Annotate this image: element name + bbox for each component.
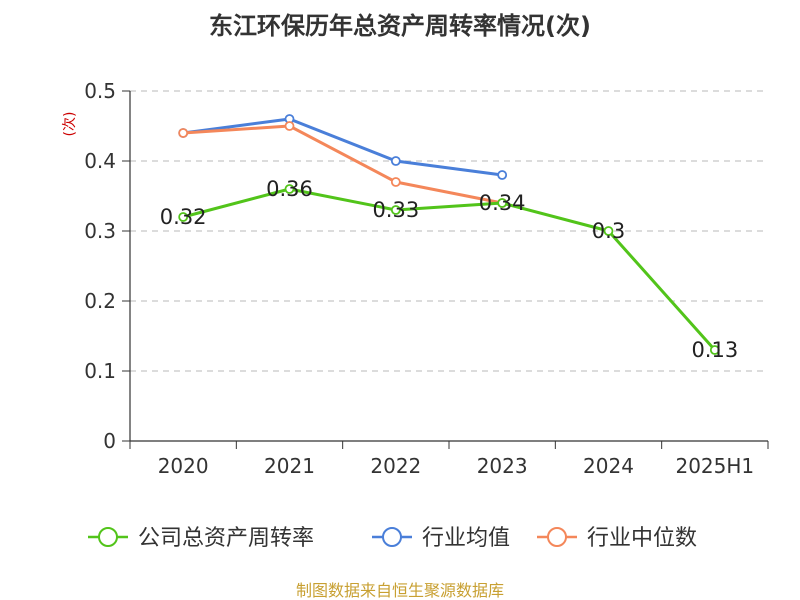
x-axis-ticks: 2020 2021 2022 2023 2024 2025H1 xyxy=(129,441,769,478)
legend-label: 行业均值 xyxy=(422,526,510,551)
y-tick-label: 0.5 xyxy=(84,79,116,103)
data-point xyxy=(497,198,508,208)
data-label: 0.32 xyxy=(160,205,207,229)
x-tick-label: 2025H1 xyxy=(675,454,754,478)
series-line xyxy=(182,187,716,351)
legend-marker xyxy=(98,527,118,547)
data-label: 0.34 xyxy=(479,191,526,215)
axes xyxy=(129,91,768,442)
y-tick-label: 0.3 xyxy=(84,219,116,243)
series-layer xyxy=(178,114,720,355)
legend-marker xyxy=(382,527,402,547)
data-label: 0.36 xyxy=(266,177,313,201)
legend: 公司总资产周转率 行业均值 行业中位数 xyxy=(88,526,697,551)
data-label: 0.33 xyxy=(372,198,419,222)
y-axis-label: (次) xyxy=(62,112,78,137)
data-point xyxy=(284,184,295,194)
data-point xyxy=(709,345,720,355)
y-tick-label: 0.1 xyxy=(84,359,116,383)
data-point xyxy=(390,177,401,187)
data-point xyxy=(390,156,401,166)
legend-marker xyxy=(547,527,567,547)
x-tick-label: 2023 xyxy=(477,454,528,478)
x-tick-label: 2021 xyxy=(264,454,315,478)
data-point xyxy=(390,205,401,215)
series-line xyxy=(182,117,503,177)
data-labels: 0.32 0.36 0.33 0.34 0.3 0.13 xyxy=(160,177,738,362)
x-tick-label: 2020 xyxy=(158,454,209,478)
data-point xyxy=(284,121,295,131)
y-axis-ticks: 0 0.1 0.2 0.3 0.4 0.5 xyxy=(84,79,130,453)
source-note: 制图数据来自恒生聚源数据库 xyxy=(296,581,504,600)
chart-title: 东江环保历年总资产周转率情况(次) xyxy=(209,12,591,40)
x-tick-label: 2022 xyxy=(370,454,421,478)
data-point xyxy=(497,170,508,180)
legend-label: 公司总资产周转率 xyxy=(138,526,314,551)
y-tick-label: 0.2 xyxy=(84,289,116,313)
legend-label: 行业中位数 xyxy=(587,526,697,551)
data-point xyxy=(178,128,189,138)
x-tick-label: 2024 xyxy=(583,454,634,478)
data-label: 0.13 xyxy=(691,338,738,362)
y-tick-label: 0 xyxy=(103,429,116,453)
y-tick-label: 0.4 xyxy=(84,149,116,173)
series-line xyxy=(183,124,503,205)
data-point xyxy=(603,226,614,236)
data-point xyxy=(178,212,189,222)
data-label: 0.3 xyxy=(592,219,625,243)
grid-lines xyxy=(130,90,768,372)
